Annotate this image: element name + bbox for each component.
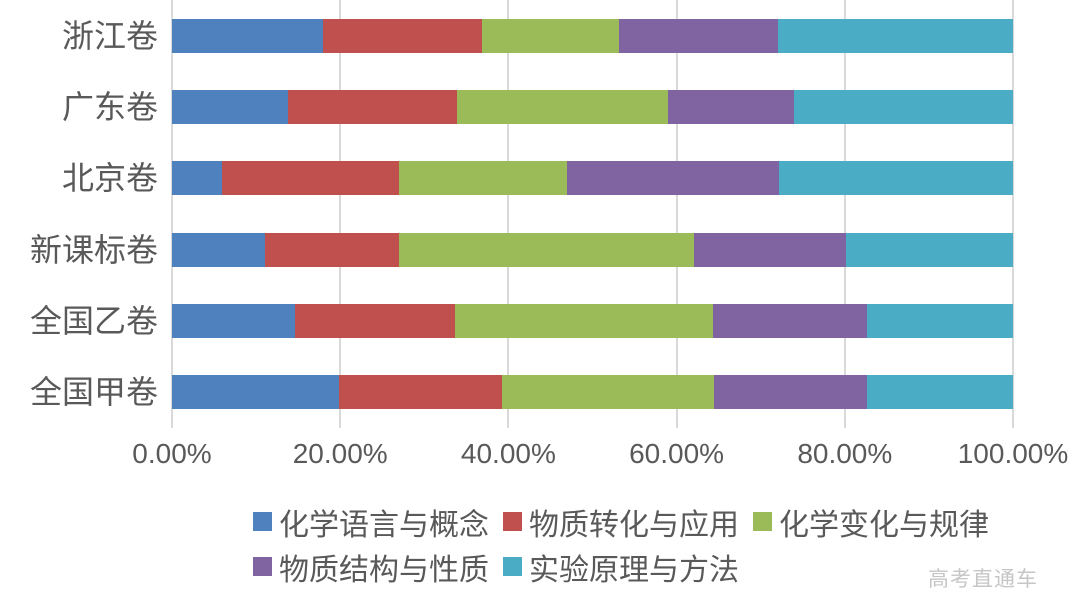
legend-label: 物质结构与性质 <box>279 553 489 587</box>
legend-label: 实验原理与方法 <box>529 553 739 587</box>
gridline <box>507 0 510 428</box>
x-axis-tick-label: 60.00% <box>629 438 725 469</box>
legend-swatch-icon <box>253 557 272 576</box>
legend-swatch-icon <box>503 557 522 576</box>
bar-row-广东卷 <box>172 90 1013 124</box>
legend-label: 化学语言与概念 <box>279 508 489 542</box>
gridline <box>843 0 846 428</box>
bar-row-全国甲卷 <box>172 375 1013 410</box>
bar-segment <box>172 18 323 53</box>
legend-row: 物质结构与性质 实验原理与方法 <box>253 544 1003 589</box>
bar-segment <box>713 375 868 410</box>
bar-segment <box>846 232 1013 267</box>
bar-segment <box>172 90 289 124</box>
bar-row-新课标卷 <box>172 232 1013 267</box>
y-axis-label: 广东卷 <box>61 89 158 125</box>
bar-segment <box>778 18 1013 53</box>
x-axis-tick-label: 20.00% <box>292 438 388 469</box>
bar-segment <box>618 18 779 53</box>
legend-row: 化学语言与概念 物质转化与应用 化学变化与规律 <box>253 499 1003 544</box>
watermark: 高考直通车 <box>928 567 1038 591</box>
bar-segment <box>172 375 340 410</box>
bar-segment <box>712 304 867 338</box>
gridline <box>675 0 678 428</box>
y-axis-label: 北京卷 <box>61 160 158 197</box>
bar-row-浙江卷 <box>172 18 1013 53</box>
bar-segment <box>222 161 400 196</box>
bar-segment <box>172 232 265 267</box>
gridline <box>1012 0 1014 428</box>
bar-segment <box>172 161 223 196</box>
x-axis-tick-label: 0.00% <box>132 438 212 469</box>
legend-swatch-icon <box>503 512 522 531</box>
y-axis-label: 全国乙卷 <box>29 303 158 339</box>
bar-row-北京卷 <box>172 161 1013 196</box>
legend-item: 物质结构与性质 <box>253 545 489 589</box>
legend-label: 物质转化与应用 <box>529 508 739 542</box>
y-axis-label: 全国甲卷 <box>29 374 158 411</box>
bar-segment <box>322 18 483 53</box>
legend-label: 化学变化与规律 <box>779 508 989 542</box>
bar-segment <box>339 375 502 410</box>
bar-segment <box>866 304 1013 338</box>
bar-segment <box>264 232 400 267</box>
bar-segment <box>867 375 1013 410</box>
y-axis-label: 新课标卷 <box>29 231 158 268</box>
bar-segment <box>457 90 669 124</box>
y-axis-label: 浙江卷 <box>61 17 158 54</box>
bar-segment <box>288 90 458 124</box>
bar-segment <box>399 161 568 196</box>
bar-segment <box>294 304 455 338</box>
bar-segment <box>454 304 713 338</box>
bar-segment <box>567 161 780 196</box>
legend-item: 物质转化与应用 <box>503 500 739 544</box>
legend: 化学语言与概念 物质转化与应用 化学变化与规律物质结构与性质 实验原理与方法 <box>253 499 1003 589</box>
legend-swatch-icon <box>253 512 272 531</box>
x-axis-tick-label: 80.00% <box>797 438 893 469</box>
legend-item: 实验原理与方法 <box>503 545 739 589</box>
bar-segment <box>794 90 1013 124</box>
bar-segment <box>482 18 619 53</box>
legend-item: 化学变化与规律 <box>753 500 989 544</box>
gridline <box>171 0 173 428</box>
gridline <box>339 0 342 428</box>
x-axis-tick-label: 40.00% <box>460 438 556 469</box>
legend-swatch-icon <box>753 512 772 531</box>
bar-segment <box>668 90 795 124</box>
legend-item: 化学语言与概念 <box>253 500 489 544</box>
bar-segment <box>779 161 1013 196</box>
bar-segment <box>694 232 847 267</box>
bar-segment <box>172 304 295 338</box>
plot-area <box>171 0 1014 428</box>
bar-row-全国乙卷 <box>172 304 1013 338</box>
bar-segment <box>501 375 714 410</box>
x-axis-tick-label: 100.00% <box>957 438 1069 469</box>
bar-segment <box>399 232 695 267</box>
